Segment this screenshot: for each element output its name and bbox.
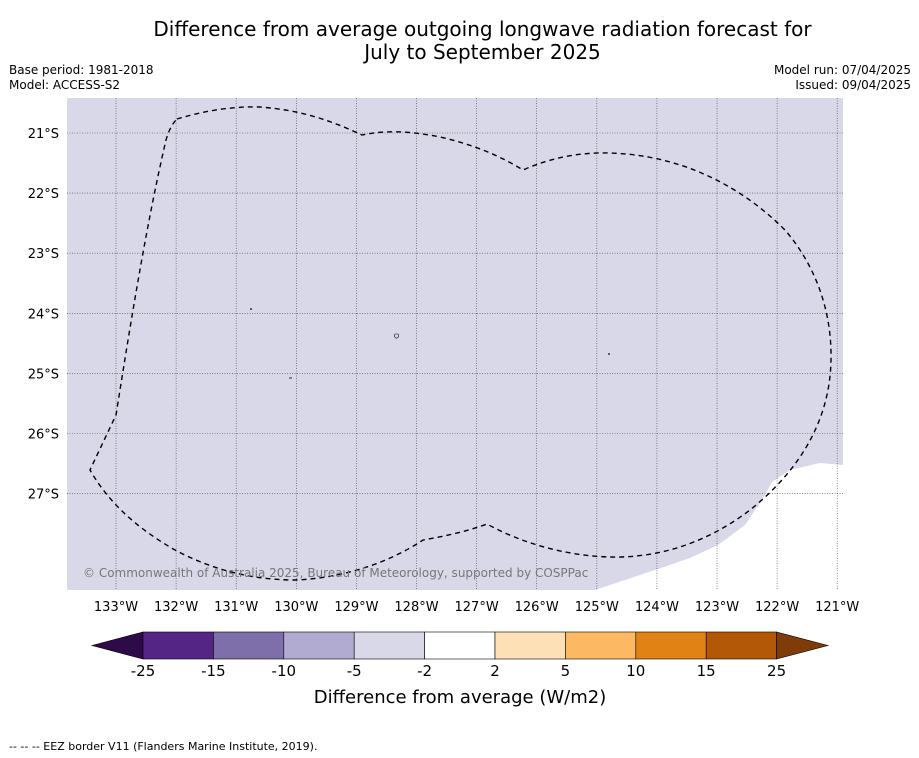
lat-labels: 21°S 22°S 23°S 24°S 25°S 26°S 27°S [28,127,59,503]
colorbar-label: Difference from average (W/m2) [314,687,606,708]
island-mark [608,353,610,355]
lon-label: 126°W [515,600,559,615]
lon-label: 121°W [815,600,859,615]
map-panel: © Commonwealth of Australia 2025, Bureau… [28,98,860,615]
colorbar-segment [424,631,496,660]
lon-label: 131°W [214,600,258,615]
map-title: Difference from average outgoing longwav… [90,18,875,64]
colorbar-extend-high [776,631,830,660]
lon-label: 122°W [755,600,799,615]
lat-label: 21°S [28,127,59,142]
lat-label: 22°S [28,187,59,202]
model-name: Model: ACCESS-S2 [9,78,121,92]
meta-right: Model run: 07/04/2025 Issued: 09/04/2025 [774,63,911,93]
base-period: Base period: 1981-2018 [9,63,154,77]
colorbar-tick-label: 5 [561,662,571,680]
forecast-fill-region [67,98,843,590]
issued-date: Issued: 09/04/2025 [795,78,911,92]
colorbar-tick-label: -2 [417,662,432,680]
copyright-text: © Commonwealth of Australia 2025, Bureau… [83,566,588,580]
lon-labels: 133°W 132°W 131°W 130°W 129°W 128°W 127°W 126°W… [94,600,860,615]
lon-label: 125°W [575,600,619,615]
lat-label: 24°S [28,307,59,322]
lat-gridlines [67,132,843,494]
colorbar: -25 -15 -10 -5 -2 2 5 10 15 25 Difference from av… [90,631,830,708]
colorbar-segment [494,631,566,660]
colorbar-tick-label: 10 [626,662,645,680]
lon-label: 130°W [274,600,318,615]
colorbar-tick-label: 25 [767,662,786,680]
lon-label: 129°W [334,600,378,615]
colorbar-tick-label: 15 [697,662,716,680]
colorbar-segments [90,631,830,660]
colorbar-segment [635,631,707,660]
lon-label: 132°W [154,600,198,615]
island-mark [250,308,252,310]
lon-gridlines [115,98,838,590]
colorbar-segment [283,631,355,660]
colorbar-ticks: -25 -15 -10 -5 -2 2 5 10 15 25 [131,662,786,680]
lon-label: 127°W [455,600,499,615]
colorbar-segment [353,631,425,660]
lon-label: 123°W [695,600,739,615]
meta-left: Base period: 1981-2018 Model: ACCESS-S2 [9,63,154,93]
lat-label: 25°S [28,367,59,382]
lon-label: 128°W [394,600,438,615]
colorbar-tick-label: -5 [347,662,362,680]
model-run: Model run: 07/04/2025 [773,63,911,77]
colorbar-tick-label: -15 [201,662,226,680]
colorbar-tick-label: -10 [272,662,297,680]
colorbar-segment [565,631,637,660]
footer-note: -- -- -- EEZ border V11 (Flanders Marine… [9,740,318,753]
colorbar-segment [213,631,285,660]
colorbar-tick-label: -25 [131,662,156,680]
colorbar-extend-low [90,631,144,660]
lat-label: 23°S [28,247,59,262]
lon-label: 133°W [94,600,138,615]
colorbar-segment [705,631,777,660]
lat-label: 26°S [28,428,59,443]
colorbar-segment [142,631,214,660]
island-mark [394,333,399,339]
lat-label: 27°S [28,488,59,503]
map-title-line2: July to September 2025 [364,40,601,64]
map-title-line1: Difference from average outgoing longwav… [153,17,812,41]
colorbar-tick-label: 2 [490,662,500,680]
lon-label: 124°W [635,600,679,615]
